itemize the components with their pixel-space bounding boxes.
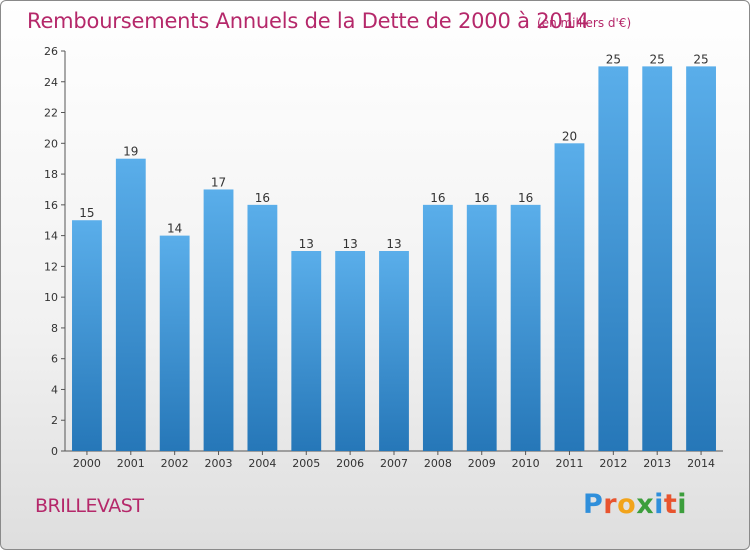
bar-2000 <box>72 220 102 451</box>
bar-2009 <box>466 204 497 451</box>
y-tick-label: 26 <box>44 45 58 58</box>
y-tick-label: 18 <box>44 168 58 181</box>
y-tick-label: 0 <box>51 445 58 458</box>
x-tick-label: 2012 <box>599 457 627 470</box>
x-axis: 2000 2001 2002 2003 2004 2005 2006 2007 2008 2009… <box>65 450 723 470</box>
bar-2010 <box>510 204 541 451</box>
bar-2008 <box>422 204 453 451</box>
y-tick-label: 16 <box>44 199 58 212</box>
x-tick-label: 2002 <box>161 457 189 470</box>
y-tick-label: 24 <box>44 76 58 89</box>
logo-letter: t <box>663 489 678 520</box>
x-tick-label: 2011 <box>555 457 583 470</box>
y-tick-label: 12 <box>44 260 58 273</box>
bar-2005 <box>291 251 322 451</box>
logo-letter: x <box>636 489 655 520</box>
bar-2011 <box>554 143 585 452</box>
x-tick-label: 2014 <box>687 457 715 470</box>
data-label-2003: 17 <box>211 175 226 189</box>
bar-2002 <box>159 235 190 451</box>
data-label-2001: 19 <box>123 145 138 159</box>
proxiti-logo: Proxiti <box>583 489 687 520</box>
data-label-2011: 20 <box>562 129 577 143</box>
logo-letter: o <box>617 489 637 520</box>
data-label-2007: 13 <box>386 237 401 251</box>
x-tick-label: 2010 <box>512 457 540 470</box>
x-tick-label: 2001 <box>117 457 145 470</box>
data-label-2009: 16 <box>474 191 489 205</box>
logo-letter: i <box>654 489 664 520</box>
bar-2006 <box>335 251 366 451</box>
x-tick-label: 2000 <box>73 457 101 470</box>
bar-2004 <box>247 204 278 451</box>
x-tick-label: 2009 <box>468 457 496 470</box>
y-tick-label: 10 <box>44 291 58 304</box>
data-label-2012: 25 <box>606 52 621 66</box>
bar-2001 <box>115 158 146 451</box>
data-label-2000: 15 <box>79 206 94 220</box>
y-tick-label: 20 <box>44 137 58 150</box>
y-tick-label: 2 <box>51 414 58 427</box>
bar-2003 <box>203 189 234 451</box>
bars-group: 15 19 14 17 16 13 13 13 16 16 16 20 25 25 25 <box>72 52 716 452</box>
logo-letter: i <box>677 489 688 520</box>
bar-2014 <box>686 66 716 451</box>
x-tick-label: 2005 <box>292 457 320 470</box>
y-tick-label: 8 <box>51 322 58 335</box>
data-label-2013: 25 <box>650 52 665 66</box>
y-tick-label: 6 <box>51 353 58 366</box>
place-name: BRILLEVAST <box>35 495 144 517</box>
data-label-2014: 25 <box>693 52 708 66</box>
data-label-2006: 13 <box>342 237 357 251</box>
logo-letter: P <box>583 489 604 520</box>
data-label-2004: 16 <box>255 191 270 205</box>
chart-subtitle: (en milliers d'€) <box>537 16 632 30</box>
bar-2012 <box>598 66 629 451</box>
x-tick-label: 2008 <box>424 457 452 470</box>
y-tick-label: 22 <box>44 107 58 120</box>
x-tick-label: 2013 <box>643 457 671 470</box>
data-label-2010: 16 <box>518 191 533 205</box>
x-tick-label: 2007 <box>380 457 408 470</box>
data-label-2005: 13 <box>299 237 314 251</box>
x-tick-label: 2003 <box>205 457 233 470</box>
bar-2013 <box>642 66 673 451</box>
y-tick-label: 14 <box>44 230 58 243</box>
data-label-2008: 16 <box>430 191 445 205</box>
x-tick-label: 2004 <box>248 457 276 470</box>
bar-2007 <box>379 251 409 451</box>
logo-letter: r <box>603 489 618 520</box>
x-tick-label: 2006 <box>336 457 364 470</box>
chart-title: Remboursements Annuels de la Dette de 20… <box>27 9 589 33</box>
y-tick-label: 4 <box>51 383 58 396</box>
data-label-2002: 14 <box>167 222 182 236</box>
